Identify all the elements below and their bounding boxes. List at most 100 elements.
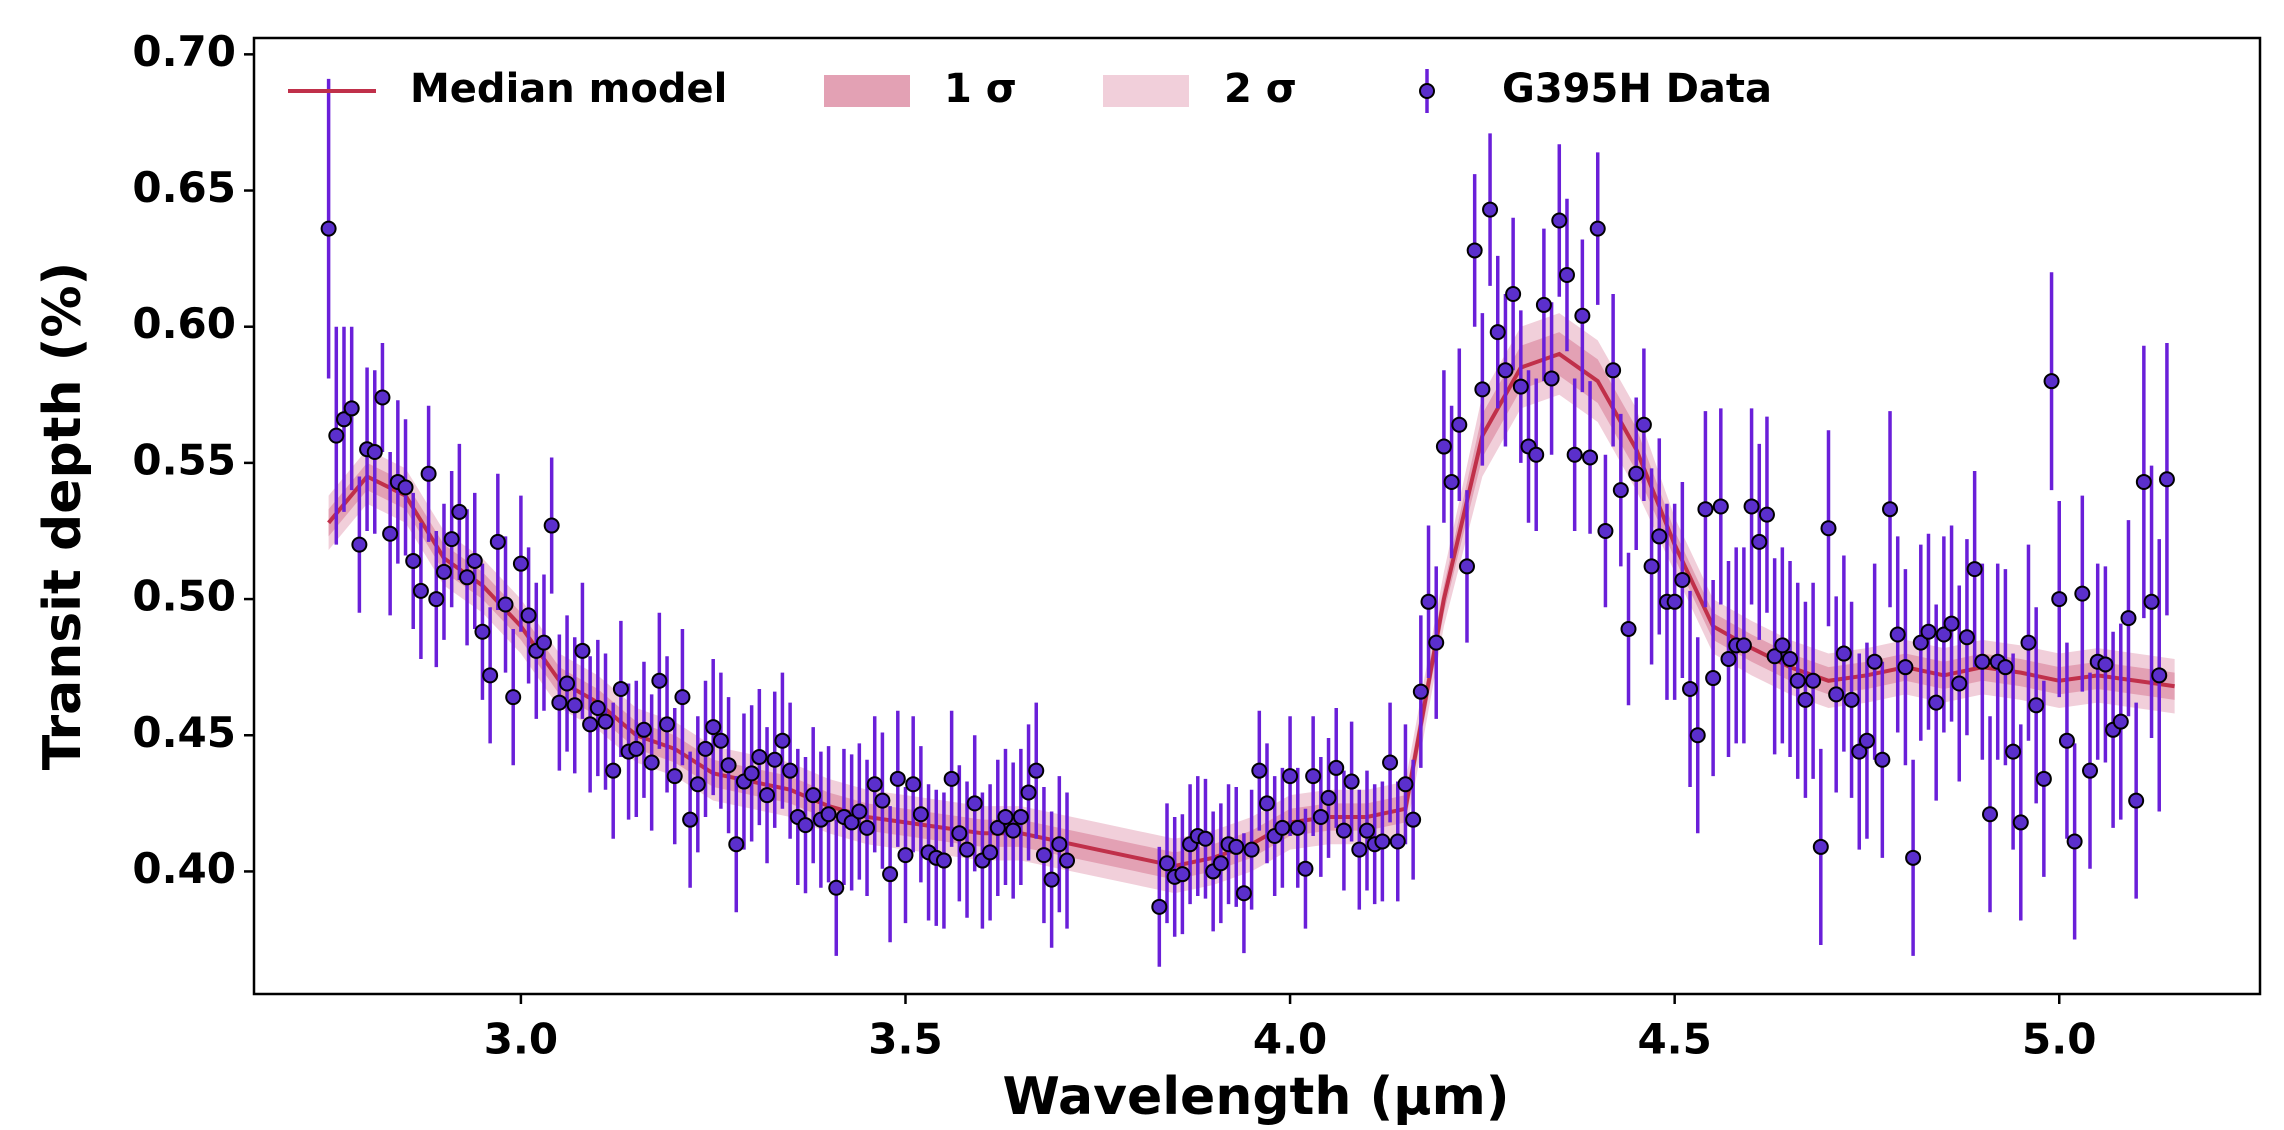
data-point — [605, 762, 622, 779]
data-point — [651, 672, 668, 689]
data-point — [1982, 806, 1999, 823]
data-point — [1474, 381, 1491, 398]
data-point — [397, 479, 414, 496]
data-point — [1043, 871, 1060, 888]
y-tick-label: 0.65 — [132, 163, 236, 212]
data-point — [874, 792, 891, 809]
data-point — [1235, 885, 1252, 902]
data-point — [1951, 675, 1968, 692]
data-point — [1935, 626, 1952, 643]
data-point — [859, 819, 876, 836]
data-point — [666, 768, 683, 785]
data-point — [935, 852, 952, 869]
legend-swatch — [1419, 83, 1435, 99]
plot-area — [320, 78, 2175, 967]
data-point — [1428, 634, 1445, 651]
data-point — [612, 680, 629, 697]
data-point — [443, 531, 460, 548]
data-point — [1566, 446, 1583, 463]
data-point — [1212, 855, 1229, 872]
data-point — [543, 517, 560, 534]
data-point — [1774, 637, 1791, 654]
data-point — [1282, 768, 1299, 785]
data-point — [2158, 471, 2175, 488]
data-point — [489, 533, 506, 550]
data-point — [459, 569, 476, 586]
data-point — [1620, 621, 1637, 638]
data-point — [1412, 683, 1429, 700]
legend-swatch — [1103, 75, 1189, 107]
data-point — [1528, 446, 1545, 463]
data-point — [697, 740, 714, 757]
data-point — [405, 552, 422, 569]
data-point — [589, 700, 606, 717]
data-point — [659, 716, 676, 733]
data-point — [2143, 593, 2160, 610]
data-point — [2035, 770, 2052, 787]
data-point — [1312, 808, 1329, 825]
data-point — [1466, 242, 1483, 259]
data-point — [774, 732, 791, 749]
data-point — [1797, 691, 1814, 708]
data-point — [1420, 593, 1437, 610]
data-point — [1035, 847, 1052, 864]
data-point — [1405, 811, 1422, 828]
data-point — [751, 749, 768, 766]
data-point — [1258, 795, 1275, 812]
y-tick-label: 0.60 — [132, 299, 236, 348]
data-point — [1389, 833, 1406, 850]
data-point — [1320, 789, 1337, 806]
data-point — [2005, 743, 2022, 760]
data-point — [1751, 533, 1768, 550]
data-point — [674, 689, 691, 706]
data-point — [2058, 732, 2075, 749]
data-point — [1789, 672, 1806, 689]
data-point — [551, 694, 568, 711]
data-point — [1274, 819, 1291, 836]
data-point — [1535, 296, 1552, 313]
data-point — [1766, 648, 1783, 665]
data-point — [997, 808, 1014, 825]
data-point — [505, 689, 522, 706]
data-point — [720, 757, 737, 774]
x-axis-label: Wavelength (µm) — [1002, 1067, 1509, 1127]
data-point — [1028, 762, 1045, 779]
data-point — [912, 806, 929, 823]
data-point — [1682, 680, 1699, 697]
data-point — [1328, 759, 1345, 776]
data-point — [574, 642, 591, 659]
data-point — [597, 713, 614, 730]
data-point — [1382, 754, 1399, 771]
data-point — [882, 866, 899, 883]
data-point — [559, 675, 576, 692]
legend-label: 2 σ — [1224, 66, 1297, 112]
legend-label: 1 σ — [944, 66, 1017, 112]
data-point — [1874, 751, 1891, 768]
data-point — [1589, 220, 1606, 237]
data-point — [843, 814, 860, 831]
data-point — [1689, 727, 1706, 744]
legend-label: G395H Data — [1502, 66, 1772, 112]
data-point — [1228, 838, 1245, 855]
data-point — [374, 389, 391, 406]
data-point — [1574, 307, 1591, 324]
data-point — [1351, 841, 1368, 858]
data-point — [1582, 449, 1599, 466]
data-point — [1505, 286, 1522, 303]
data-point — [382, 525, 399, 542]
data-point — [1666, 593, 1683, 610]
data-point — [1820, 520, 1837, 537]
data-point — [766, 751, 783, 768]
data-point — [1943, 615, 1960, 632]
data-point — [1720, 650, 1737, 667]
data-point — [1889, 626, 1906, 643]
data-point — [451, 503, 468, 520]
data-point — [343, 400, 360, 417]
data-point — [1782, 650, 1799, 667]
data-point — [1558, 266, 1575, 283]
data-point — [1758, 506, 1775, 523]
x-tick-label: 4.5 — [1637, 1015, 1711, 1064]
data-point — [1866, 653, 1883, 670]
data-point — [1151, 898, 1168, 915]
data-point — [951, 825, 968, 842]
